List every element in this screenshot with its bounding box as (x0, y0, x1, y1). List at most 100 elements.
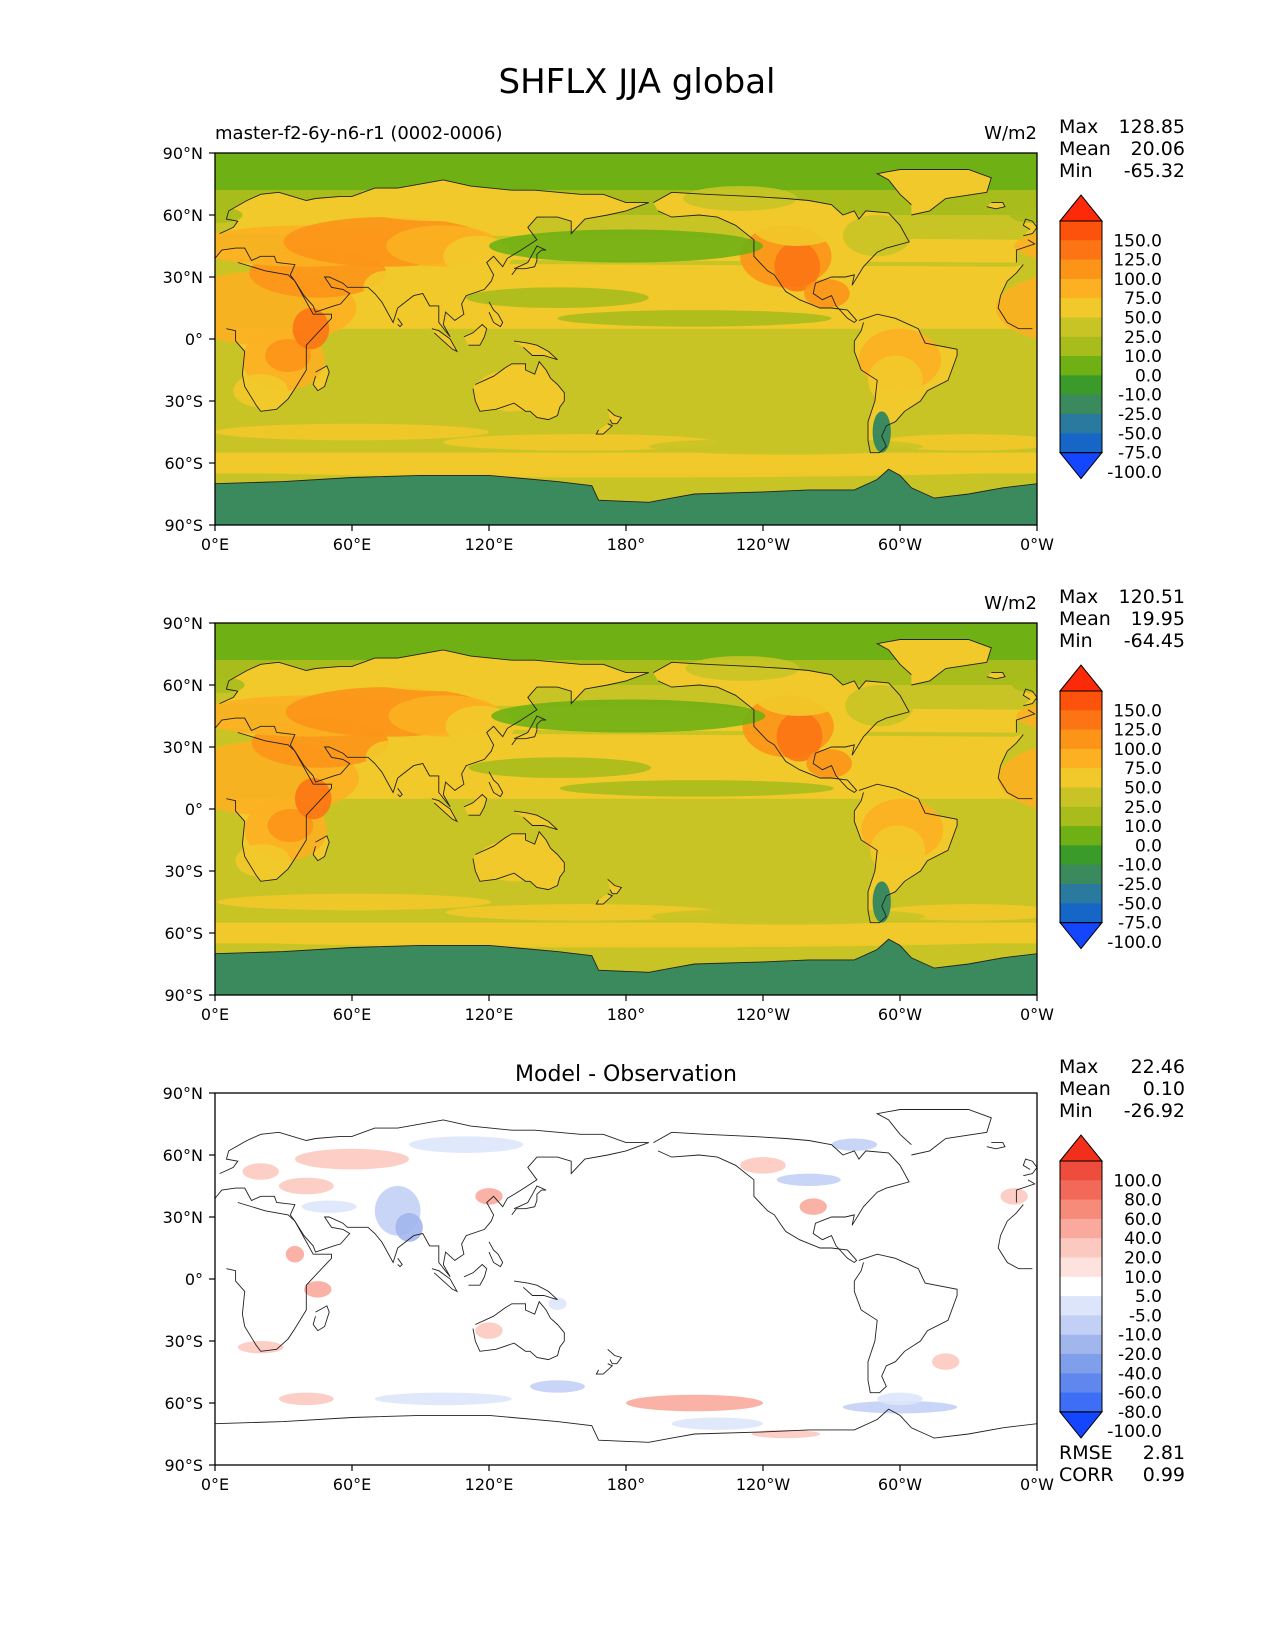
lat-tick-label: 90°N (163, 144, 203, 163)
colorbar-tick-label: 40.0 (1124, 1229, 1162, 1249)
colorbar-tick-label: -10.0 (1118, 856, 1162, 876)
lon-axis: 0°E 60°E 120°E 180° 120°W 60°W 0°W (201, 1465, 1054, 1494)
coastline-antarctica (214, 938, 1038, 995)
colorbar-swatch (1060, 1276, 1102, 1297)
coastline-eurasia (214, 179, 649, 338)
field-contour (285, 1245, 305, 1263)
colorbar-swatch (1060, 710, 1102, 731)
colorbar-swatch (1060, 1392, 1102, 1413)
lon-tick-label: 60°E (333, 1005, 371, 1024)
colorbar-tick-label: -10.0 (1118, 1326, 1162, 1346)
colorbar-tick-label: 100.0 (1113, 1171, 1162, 1191)
lat-tick-label: 60°S (164, 1394, 203, 1413)
stat-max-label: Max (1059, 116, 1098, 138)
field-contour (491, 699, 766, 733)
colorbar-tick-label: 10.0 (1124, 1268, 1162, 1288)
field-contour (294, 1148, 410, 1170)
field-contour (475, 370, 549, 412)
coastline-britain (1022, 688, 1038, 707)
coastline-africa (226, 732, 332, 882)
lon-tick-label: 180° (607, 1475, 646, 1494)
map-field (215, 623, 1037, 995)
colorbar-tick-label: 10.0 (1124, 347, 1162, 367)
stat-corr-value: 0.99 (1143, 1464, 1185, 1486)
colorbar-swatch (1060, 1315, 1102, 1336)
colorbar-extend-min (1058, 922, 1104, 950)
coastline-madagascar (312, 835, 330, 862)
lat-tick-label: 30°S (164, 1332, 203, 1351)
lat-axis: 90°N 60°N 30°N 0° 30°S 60°S 90°S (163, 144, 215, 535)
coastline-japan (511, 245, 547, 276)
field-contour (235, 844, 291, 878)
field-contour (395, 1212, 423, 1242)
lat-tick-label: 0° (185, 1270, 203, 1289)
lat-axis: 90°N 60°N 30°N 0° 30°S 60°S 90°S (163, 614, 215, 1005)
lat-tick-label: 60°S (164, 924, 203, 943)
field-patagonia (872, 411, 891, 453)
colorbar-tick-label: 75.0 (1124, 759, 1162, 779)
land-sumatra (431, 328, 457, 352)
land-greenland (877, 169, 992, 215)
colorbar-tick-label: -25.0 (1118, 875, 1162, 895)
extra-stats: RMSE 2.81 CORR 0.99 (1059, 1442, 1185, 1486)
land-nz2 (596, 893, 613, 905)
coastline-sumatra (431, 328, 459, 353)
colorbar-tick-label: 10.0 (1124, 817, 1162, 837)
field-contour (217, 893, 492, 911)
field-contour (468, 757, 652, 778)
coastline-nz2 (595, 423, 614, 435)
coastline-antarctica (214, 468, 1038, 525)
coastline-nz (607, 878, 623, 895)
coastline-eurasia (1015, 239, 1036, 263)
lat-tick-label: 90°S (164, 1456, 203, 1475)
lat-tick-label: 60°N (163, 206, 203, 225)
lon-axis: 0°E 60°E 120°E 180° 120°W 60°W 0°W (201, 525, 1054, 554)
field-contour (215, 676, 245, 694)
lon-tick-label: 0°E (201, 1475, 229, 1494)
colorbar-swatch (1060, 1334, 1102, 1355)
colorbar-tick-label: 20.0 (1124, 1249, 1162, 1269)
stat-min-label: Min (1059, 1100, 1093, 1122)
coastline-srilanka (397, 788, 403, 798)
stat-mean-label: Mean (1059, 1078, 1111, 1100)
lat-tick-label: 0° (185, 330, 203, 349)
coastline-iceland (986, 202, 1006, 210)
lat-tick-label: 60°N (163, 676, 203, 695)
field-contour (363, 270, 410, 304)
colorbar-tick-label: -100.0 (1107, 463, 1162, 483)
colorbar-swatch (1060, 1257, 1102, 1278)
stats-block: Max 22.46 Mean 0.10 Min -26.92 (1059, 1056, 1185, 1122)
field-contour (548, 1297, 567, 1310)
field-contour (806, 749, 853, 778)
stat-mean-value: 20.06 (1131, 138, 1185, 160)
stat-rmse-value: 2.81 (1143, 1442, 1185, 1464)
field-contour (294, 778, 332, 820)
colorbar-tick-label: -40.0 (1118, 1364, 1162, 1384)
lat-tick-label: 0° (185, 800, 203, 819)
field-contour (671, 1417, 763, 1430)
field-contour (301, 1200, 357, 1213)
colorbar-frame (1059, 1160, 1103, 1413)
colorbar-tick-label: 25.0 (1124, 798, 1162, 818)
stat-min-value: -64.45 (1124, 630, 1185, 652)
colorbar-swatch (1060, 1218, 1102, 1239)
lon-tick-label: 0°W (1020, 1005, 1054, 1024)
coastline-nz (607, 1348, 623, 1365)
coastline-australia (472, 1300, 565, 1361)
coastline-iceland (986, 672, 1006, 680)
field-contour (489, 229, 763, 263)
coastline-madagascar (312, 365, 330, 392)
coastlines (214, 639, 1038, 995)
lat-tick-label: 90°S (164, 986, 203, 1005)
land-sumatra (431, 798, 457, 822)
coastline-newguinea (514, 810, 558, 831)
colorbar-extend-max (1058, 194, 1104, 222)
colorbar-swatch (1060, 884, 1102, 904)
lon-tick-label: 0°W (1020, 1475, 1054, 1494)
field-contour (304, 1281, 332, 1298)
colorbar-tick-label: 75.0 (1124, 289, 1162, 309)
stats-block: Max 120.51 Mean 19.95 Min -64.45 (1059, 586, 1185, 652)
land-iceland (986, 202, 1005, 209)
coastline-borneo (463, 1263, 488, 1286)
